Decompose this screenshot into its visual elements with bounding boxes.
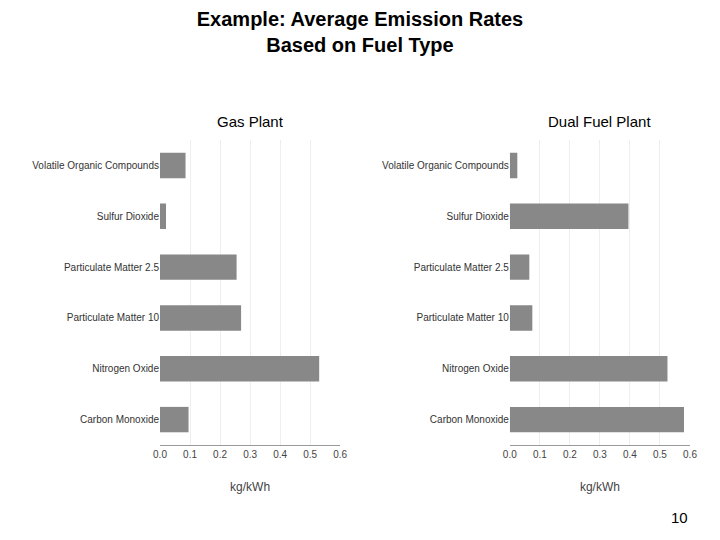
svg-text:0.4: 0.4 (623, 449, 637, 460)
svg-text:Particulate Matter 10: Particulate Matter 10 (67, 312, 160, 323)
svg-text:Example: Average Emission Rate: Example: Average Emission RatesBased on … (197, 8, 523, 56)
svg-text:0.2: 0.2 (563, 449, 577, 460)
svg-text:Particulate Matter 2.5: Particulate Matter 2.5 (414, 262, 509, 273)
svg-text:0.1: 0.1 (183, 449, 197, 460)
svg-text:0.0: 0.0 (503, 449, 517, 460)
svg-text:Carbon Monoxide: Carbon Monoxide (430, 414, 509, 425)
svg-text:Sulfur Dioxide: Sulfur Dioxide (97, 211, 160, 222)
svg-text:Carbon Monoxide: Carbon Monoxide (80, 414, 159, 425)
svg-text:0.1: 0.1 (533, 449, 547, 460)
svg-text:0.2: 0.2 (213, 449, 227, 460)
svg-text:10: 10 (671, 509, 688, 526)
svg-text:0.3: 0.3 (593, 449, 607, 460)
svg-text:Particulate Matter 10: Particulate Matter 10 (417, 312, 510, 323)
svg-text:0.4: 0.4 (273, 449, 287, 460)
svg-text:Dual Fuel Plant: Dual Fuel Plant (548, 113, 651, 130)
svg-text:0.3: 0.3 (243, 449, 257, 460)
svg-text:Particulate Matter 2.5: Particulate Matter 2.5 (64, 262, 159, 273)
svg-text:Volatile Organic Compounds: Volatile Organic Compounds (382, 160, 509, 171)
svg-text:kg/kWh: kg/kWh (580, 480, 620, 494)
svg-text:0.6: 0.6 (683, 449, 697, 460)
svg-text:kg/kWh: kg/kWh (230, 480, 270, 494)
svg-text:Volatile Organic Compounds: Volatile Organic Compounds (32, 160, 159, 171)
svg-text:0.6: 0.6 (333, 449, 347, 460)
svg-text:0.5: 0.5 (303, 449, 317, 460)
svg-text:Gas Plant: Gas Plant (217, 113, 284, 130)
svg-text:Nitrogen Oxide: Nitrogen Oxide (92, 363, 159, 374)
svg-text:0.5: 0.5 (653, 449, 667, 460)
svg-text:Nitrogen Oxide: Nitrogen Oxide (442, 363, 509, 374)
svg-text:0.0: 0.0 (153, 449, 167, 460)
svg-text:Sulfur Dioxide: Sulfur Dioxide (447, 211, 510, 222)
